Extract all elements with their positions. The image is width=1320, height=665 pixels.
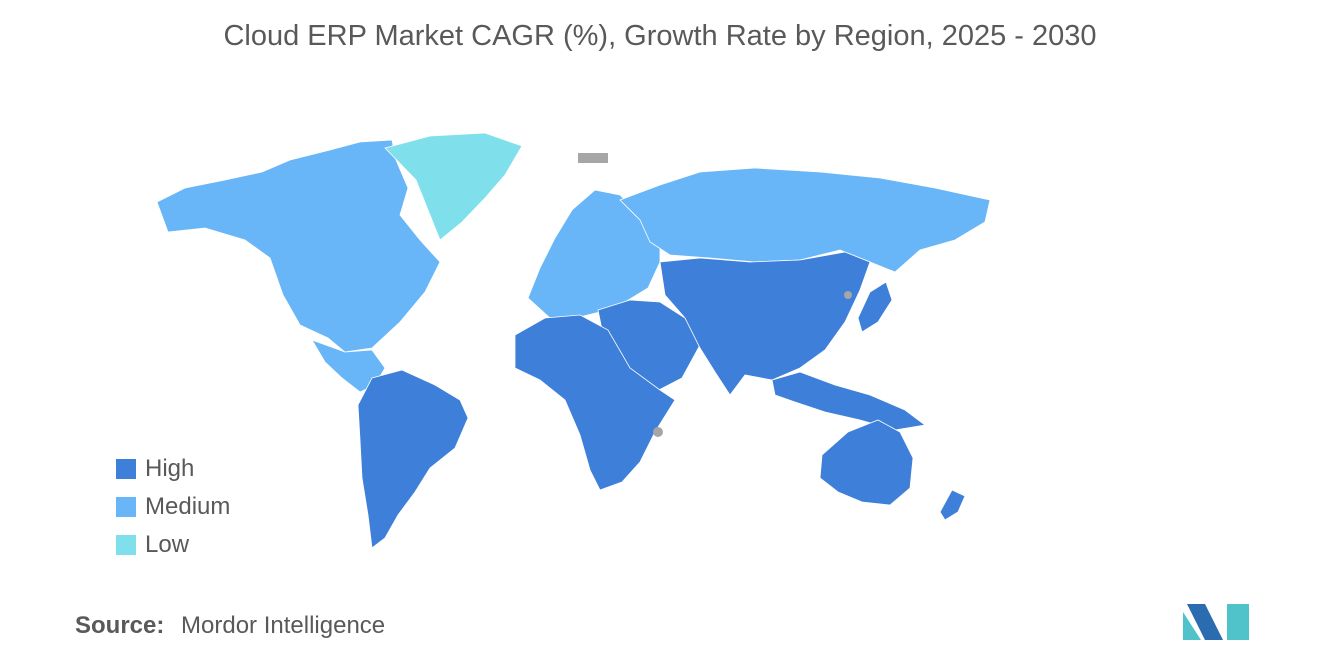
- legend-item-medium: Medium: [116, 488, 230, 526]
- region-africa: [514, 314, 676, 491]
- region-southeast-asia: [771, 371, 926, 431]
- no-data-madagascar: [653, 427, 663, 437]
- legend-item-low: Low: [116, 526, 230, 564]
- region-greenland: [384, 132, 523, 241]
- legend-label-medium: Medium: [145, 493, 231, 520]
- logo-left-shape: [1183, 612, 1201, 640]
- legend-label-high: High: [145, 455, 195, 482]
- chart-title: Cloud ERP Market CAGR (%), Growth Rate b…: [223, 20, 1097, 52]
- source-value: Mordor Intelligence: [181, 612, 386, 639]
- legend-swatch-high: [116, 459, 136, 479]
- region-russia: [619, 167, 991, 273]
- no-data-svalbard: [578, 153, 608, 163]
- legend-label-low: Low: [145, 531, 190, 558]
- region-north-america: [156, 139, 441, 353]
- legend-item-high: High: [116, 450, 230, 488]
- legend: High Medium Low: [116, 450, 230, 564]
- region-australia: [819, 419, 914, 506]
- region-asia: [659, 251, 871, 396]
- region-japan: [857, 281, 893, 333]
- logo-right-shape: [1227, 604, 1249, 640]
- no-data-korea: [844, 291, 852, 299]
- source-label: Source:: [75, 612, 165, 639]
- legend-swatch-low: [116, 535, 136, 555]
- logo-mid-shape: [1187, 604, 1223, 640]
- region-south-america: [357, 369, 469, 549]
- source-note: Source: Mordor Intelligence: [75, 612, 385, 640]
- mordor-logo-icon: [1183, 604, 1249, 640]
- legend-swatch-medium: [116, 497, 136, 517]
- region-new-zealand: [939, 489, 966, 521]
